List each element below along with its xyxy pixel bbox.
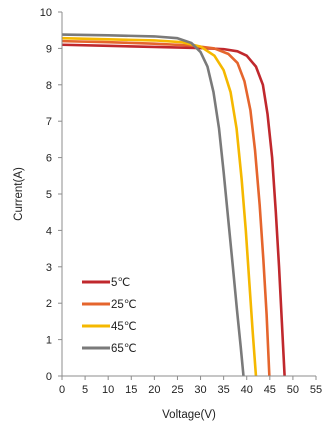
y-tick-label: 9 bbox=[46, 43, 52, 55]
x-tick-label: 10 bbox=[102, 384, 114, 396]
plot-lines bbox=[61, 33, 286, 377]
x-tick-label: 5 bbox=[82, 384, 88, 396]
x-tick-label: 15 bbox=[125, 384, 137, 396]
series-line-4 bbox=[61, 33, 245, 377]
y-tick-label: 8 bbox=[46, 80, 52, 92]
y-tick-label: 3 bbox=[46, 262, 52, 274]
y-tick-label: 2 bbox=[46, 298, 52, 310]
legend-label-4: 65℃ bbox=[111, 343, 137, 355]
x-tick-label: 30 bbox=[194, 384, 206, 396]
series-line-2 bbox=[61, 39, 271, 377]
legend: 5℃ 25℃ 45℃ 65℃ bbox=[82, 277, 137, 355]
x-tick-label: 40 bbox=[241, 384, 253, 396]
legend-label-2: 25℃ bbox=[111, 299, 137, 311]
x-tick-label: 20 bbox=[148, 384, 160, 396]
legend-label-3: 45℃ bbox=[111, 321, 137, 333]
series-line-3 bbox=[61, 36, 258, 377]
x-tick-label: 50 bbox=[287, 384, 299, 396]
legend-label-1: 5℃ bbox=[111, 277, 130, 289]
series-line-1 bbox=[61, 43, 286, 377]
y-axis-label: Current(A) bbox=[13, 167, 25, 221]
y-tick-label: 5 bbox=[46, 189, 52, 201]
y-ticks: 0 1 2 3 4 5 6 7 8 9 10 bbox=[40, 7, 62, 383]
x-tick-label: 25 bbox=[171, 384, 183, 396]
y-tick-label: 0 bbox=[46, 371, 52, 383]
y-tick-label: 1 bbox=[46, 335, 52, 347]
y-tick-label: 4 bbox=[46, 225, 52, 237]
x-ticks: 0 5 10 15 20 25 30 35 40 45 50 55 bbox=[59, 376, 322, 396]
x-tick-label: 45 bbox=[264, 384, 276, 396]
y-tick-label: 7 bbox=[46, 116, 52, 128]
y-tick-label: 6 bbox=[46, 153, 52, 165]
axes bbox=[61, 12, 316, 377]
x-tick-label: 35 bbox=[218, 384, 230, 396]
x-tick-label: 55 bbox=[310, 384, 322, 396]
x-tick-label: 0 bbox=[59, 384, 65, 396]
x-axis-label: Voltage(V) bbox=[162, 409, 216, 421]
y-tick-label: 10 bbox=[40, 7, 52, 19]
